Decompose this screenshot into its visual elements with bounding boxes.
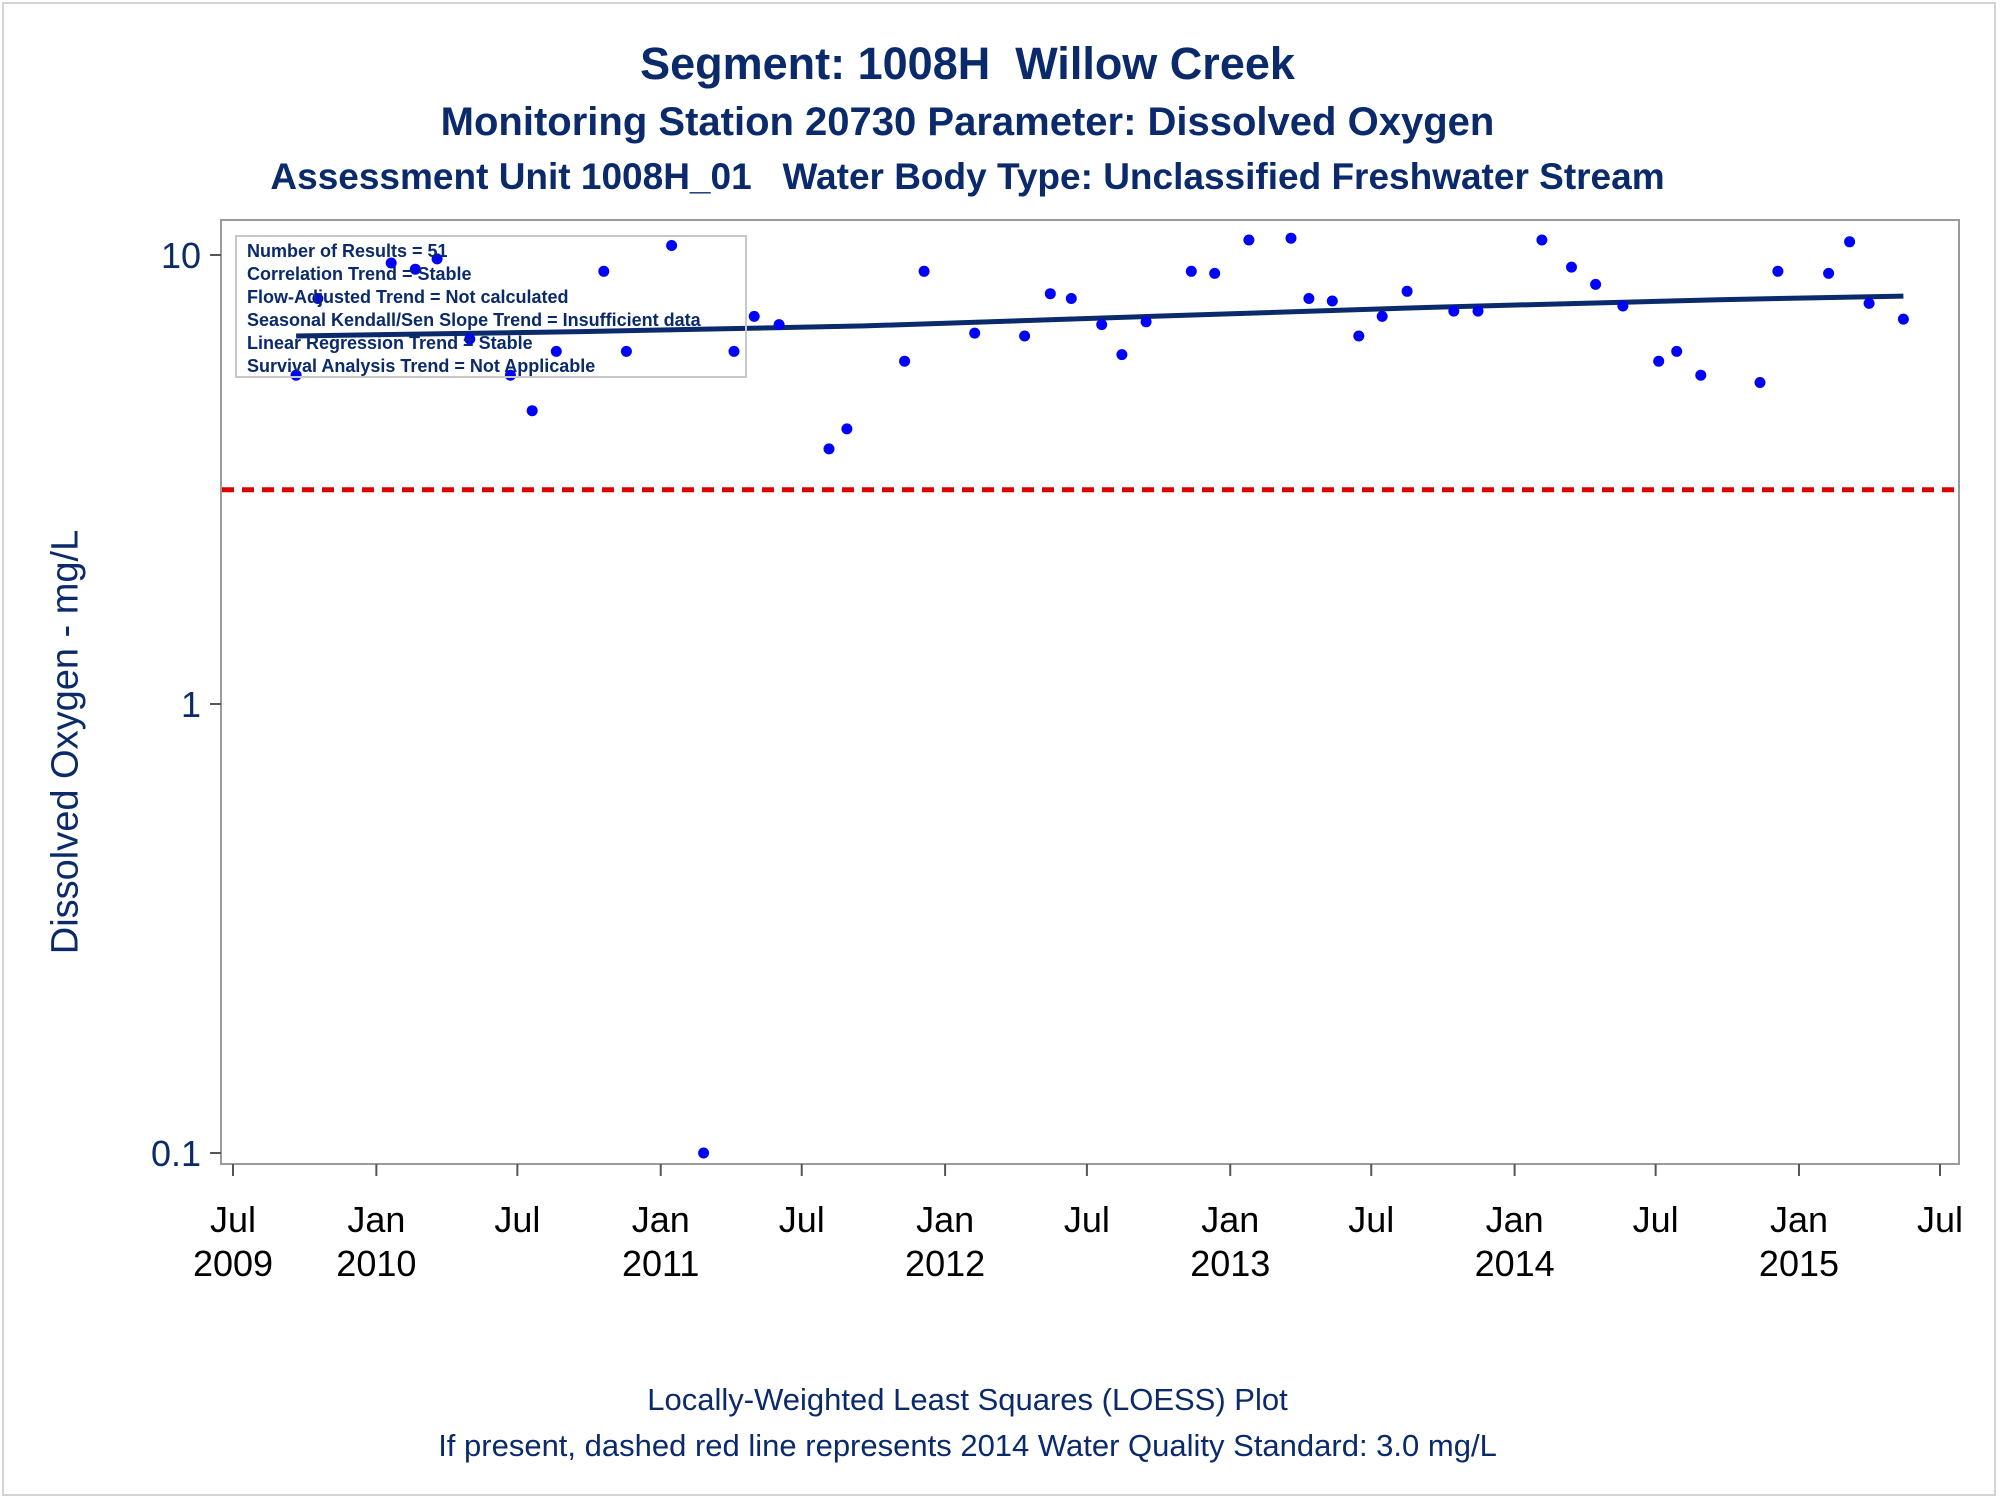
chart-subtitle-station: Monitoring Station 20730 Parameter: Diss…: [440, 100, 1495, 144]
data-point: [823, 443, 835, 455]
stats-box-line: Number of Results = 51: [247, 241, 448, 261]
data-point: [1044, 288, 1056, 300]
data-point: [385, 257, 397, 269]
data-point: [728, 345, 740, 357]
footnote-standard: If present, dashed red line represents 2…: [438, 1428, 1497, 1463]
x-tick-month-label: Jan: [1770, 1199, 1828, 1240]
chart-subtitle-assessment: Assessment Unit 1008H_01 Water Body Type…: [270, 156, 1665, 197]
x-tick-year-label: 2015: [1759, 1243, 1839, 1284]
x-tick-month-label: Jan: [1201, 1199, 1259, 1240]
stats-box-line: Correlation Trend = Stable: [247, 264, 472, 284]
data-point: [464, 333, 476, 345]
x-tick-month-label: Jan: [1486, 1199, 1544, 1240]
x-tick-year-label: 2013: [1190, 1243, 1270, 1284]
stats-box-line: Linear Regression Trend = Stable: [247, 333, 533, 353]
x-tick-month-label: Jul: [1348, 1199, 1394, 1240]
x-tick-year-label: 2014: [1475, 1243, 1555, 1284]
data-point: [1065, 293, 1077, 304]
loess-trend-line: [296, 293, 1904, 339]
data-point: [1019, 330, 1031, 342]
x-tick-year-label: 2011: [622, 1243, 699, 1284]
data-point: [1140, 316, 1152, 328]
x-tick-year-label: 2009: [193, 1243, 273, 1284]
data-point: [748, 310, 760, 322]
data-point: [1695, 369, 1707, 381]
x-tick-year-label: 2010: [336, 1243, 416, 1284]
data-point: [1376, 310, 1388, 322]
stats-box-line: Seasonal Kendall/Sen Slope Trend = Insuf…: [247, 310, 702, 330]
data-point: [698, 1147, 710, 1159]
data-point: [1590, 278, 1602, 290]
data-point: [431, 253, 443, 265]
data-point: [1326, 295, 1338, 307]
stats-box-line: Flow-Adjusted Trend = Not calculated: [247, 287, 569, 307]
data-point: [1185, 265, 1197, 277]
data-point: [1772, 265, 1784, 277]
y-axis-ticks: 0.1 1 10: [151, 235, 221, 1174]
data-point: [1448, 305, 1460, 317]
data-points: [290, 232, 1909, 1159]
data-point: [841, 423, 853, 435]
data-point: [1243, 234, 1255, 246]
data-point: [550, 345, 562, 357]
data-point: [1823, 267, 1835, 279]
data-point: [1653, 355, 1665, 367]
data-point: [1401, 285, 1413, 297]
data-point: [1209, 267, 1221, 279]
data-point: [620, 345, 632, 357]
y-tick-label: 10: [161, 235, 201, 276]
data-point: [526, 405, 538, 417]
stats-box-line: Survival Analysis Trend = Not Applicable: [247, 356, 595, 376]
footnote-loess: Locally-Weighted Least Squares (LOESS) P…: [647, 1382, 1288, 1417]
stats-box: Number of Results = 51 Correlation Trend …: [235, 235, 747, 378]
data-point: [1863, 297, 1875, 309]
stats-box-border: [235, 235, 747, 378]
x-tick-month-label: Jul: [1064, 1199, 1110, 1240]
x-tick-month-label: Jul: [210, 1199, 256, 1240]
x-tick-year-label: 2012: [905, 1243, 985, 1284]
data-point: [1844, 236, 1856, 248]
data-point: [1116, 349, 1128, 361]
x-tick-month-label: Jul: [1633, 1199, 1679, 1240]
data-point: [969, 327, 981, 339]
data-point: [666, 240, 678, 251]
data-point: [1754, 377, 1766, 388]
data-point: [899, 355, 911, 367]
x-tick-month-label: Jul: [494, 1199, 540, 1240]
data-point: [1566, 261, 1577, 273]
data-point: [1285, 232, 1297, 244]
x-tick-month-label: Jan: [916, 1199, 974, 1240]
data-point: [1472, 305, 1484, 317]
data-point: [1671, 345, 1683, 357]
data-point: [1897, 313, 1909, 325]
y-tick-label: 1: [181, 684, 201, 725]
x-tick-month-label: Jan: [632, 1199, 690, 1240]
data-point: [1353, 330, 1365, 342]
data-point: [773, 319, 785, 331]
data-point: [598, 265, 610, 277]
x-tick-month-label: Jul: [779, 1199, 825, 1240]
data-point: [1096, 319, 1108, 331]
data-point: [1617, 300, 1629, 312]
y-tick-label: 0.1: [151, 1133, 201, 1174]
data-point: [1536, 234, 1548, 246]
data-point: [1303, 293, 1315, 304]
data-point: [409, 263, 421, 275]
x-tick-month-label: Jul: [1917, 1199, 1963, 1240]
data-point: [918, 265, 930, 277]
chart-title: Segment: 1008H Willow Creek: [640, 38, 1295, 89]
data-point: [312, 293, 324, 304]
x-tick-month-label: Jan: [347, 1199, 405, 1240]
